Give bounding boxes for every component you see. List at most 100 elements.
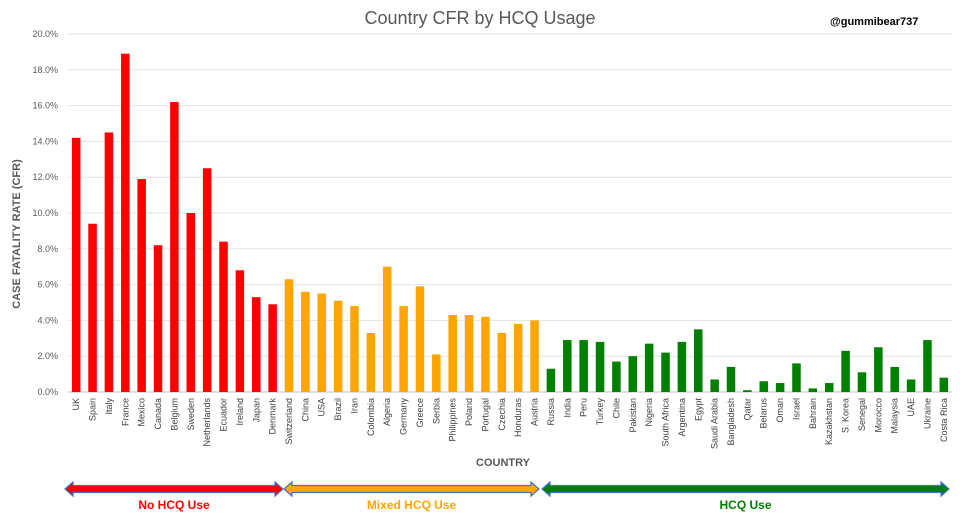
bar [448,315,457,392]
x-tick-label: Iran [349,398,359,414]
bar [268,304,277,392]
x-tick-label: Bangladesh [726,398,736,446]
bar [743,390,752,392]
x-tick-label: Belarus [759,398,769,429]
x-tick-label: Switzerland [284,398,294,445]
bar [579,340,588,392]
x-tick-label: Portugal [480,398,490,432]
x-tick-label: Turkey [595,398,605,426]
y-tick-label: 12.0% [32,172,58,182]
x-tick-label: Qatar [742,398,752,421]
x-tick-label: Poland [464,398,474,426]
x-tick-label: Nigeria [644,398,654,427]
watermark-label: @gummibear737 [830,16,918,28]
bar [857,372,867,392]
bar [350,306,359,392]
bar [513,323,523,392]
x-axis-label: COUNTRY [476,457,531,469]
x-tick-label: UK [71,398,81,411]
x-tick-label: S. Korea [841,398,851,433]
x-tick-label: Colombia [366,398,376,436]
bar [464,315,474,392]
bar [137,178,146,392]
y-tick-label: 6.0% [37,280,58,290]
x-tick-label: Mexico [137,398,147,427]
bar [71,137,81,392]
x-tick-label: Senegal [857,398,867,431]
bar [121,53,130,392]
x-tick-label: South Africa [661,398,671,447]
bar [694,329,703,392]
bar [546,368,556,392]
bar [923,340,932,392]
bar [284,279,294,392]
bar [939,377,949,392]
bar [792,363,801,392]
x-tick-label: Serbia [431,398,441,424]
bar [759,381,768,392]
bar [824,383,834,392]
bar [841,350,850,392]
bar [382,266,392,392]
bar [890,366,899,392]
x-tick-label: Ukraine [922,398,932,429]
bar [104,132,114,392]
group-arrow [541,480,950,498]
bar [612,361,621,392]
x-tick-label: China [300,398,310,422]
bar [677,341,687,392]
x-tick-label: Saudi Arabia [710,398,720,449]
y-tick-labels: 0.0% 2.0% 4.0% 6.0% 8.0% 10.0% 12.0% 14.0% 16.0%… [32,29,58,397]
x-tick-label: Denmark [268,398,278,435]
x-tick-label: Pakistan [628,398,638,433]
group-label: HCQ Use [719,498,771,512]
x-tick-label: Oman [775,398,785,423]
bar [301,291,310,392]
y-tick-label: 18.0% [32,65,58,75]
y-tick-label: 4.0% [37,315,58,325]
bar [186,213,196,392]
bar [874,347,883,392]
x-tick-label: Bahrain [808,398,818,429]
x-tick-label: Japan [251,398,261,423]
group-label: No HCQ Use [138,498,210,512]
y-tick-label: 20.0% [32,29,58,39]
x-tick-label: India [562,398,572,418]
x-tick-label: Italy [104,398,114,415]
group-arrows: No HCQ Use Mixed HCQ Use HCQ Use [64,480,950,512]
bar [170,102,179,393]
x-tick-label: Belgium [169,398,179,431]
y-tick-label: 0.0% [37,387,58,397]
bar [399,306,408,392]
x-tick-label: Ecuador [219,398,229,432]
x-tick-label: Russia [546,398,556,426]
bars [71,53,949,393]
group-arrow [64,480,284,498]
y-tick-label: 16.0% [32,101,58,111]
x-tick-label: Sweden [186,398,196,431]
bar [644,343,654,392]
x-tick-label: Ireland [235,398,245,426]
x-tick-label: Egypt [693,398,703,422]
bar [235,270,245,392]
bar [628,356,638,392]
bar [595,341,605,392]
x-tick-label: Peru [579,398,589,417]
x-tick-label: Greece [415,398,425,428]
group-arrow [283,480,540,498]
x-tick-label: France [120,398,130,426]
group-label: Mixed HCQ Use [367,498,457,512]
y-tick-label: 10.0% [32,208,58,218]
bar [563,340,572,392]
bar [415,286,425,392]
x-tick-labels: UK Spain Italy France Mexico Canada Belgium Swe… [71,398,949,450]
bar [710,379,719,392]
x-tick-label: Malaysia [890,398,900,434]
x-tick-label: Brazil [333,398,343,421]
x-tick-label: Israel [791,398,801,420]
x-tick-label: USA [317,398,327,417]
y-tick-label: 14.0% [32,136,58,146]
x-tick-label: Czechia [497,398,507,431]
bar [726,366,736,392]
